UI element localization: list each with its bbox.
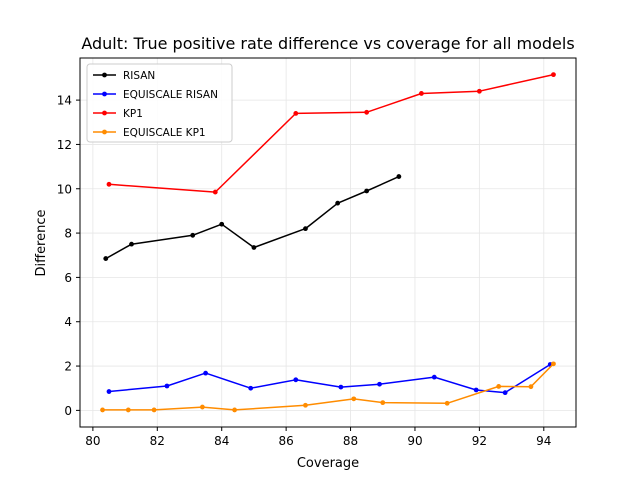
x-axis-label: Coverage (297, 456, 359, 471)
legend-marker-equiscale-kp1 (102, 129, 107, 135)
risan-point (251, 245, 257, 250)
equiscale-kp1-line (102, 363, 555, 411)
y-tick-label: 12 (57, 138, 72, 152)
kp1-point (551, 72, 556, 78)
risan-point (396, 174, 402, 179)
kp1-point (106, 181, 112, 187)
kp1-point (293, 111, 299, 116)
kp1-point (476, 88, 482, 94)
x-tick-label: 82 (150, 434, 165, 448)
equiscale-kp1-point (199, 404, 205, 410)
equiscale-kp1-point (444, 400, 450, 406)
plot-frame (79, 57, 577, 428)
risan-point (364, 188, 370, 194)
equiscale-risan-point (164, 383, 170, 389)
y-tick-label: 0 (64, 404, 72, 418)
risan-point (219, 221, 225, 227)
equiscale-risan-point (338, 384, 344, 390)
y-axis-label: Difference (34, 209, 49, 276)
risan-point (129, 241, 134, 247)
legend-label-kp1: KP1 (123, 108, 143, 120)
y-tick-label: 2 (64, 360, 72, 374)
equiscale-kp1-point (528, 384, 534, 390)
legend: RISAN EQUISCALE RISAN KP1 EQUISCALE KP1 (86, 63, 233, 143)
x-tick-label: 84 (214, 434, 229, 448)
equiscale-kp1-point (151, 407, 157, 413)
equiscale-risan-point (248, 385, 254, 391)
risan-point (335, 200, 341, 206)
equiscale-risan-point (502, 390, 508, 396)
y-tick-label: 6 (64, 271, 72, 285)
equiscale-risan-point (203, 370, 209, 376)
equiscale-kp1-point (551, 361, 556, 367)
y-tick-label: 4 (64, 315, 72, 329)
equiscale-kp1-point (380, 400, 386, 406)
chart-title: Adult: True positive rate difference vs … (81, 34, 574, 53)
y-tick-label: 14 (57, 94, 72, 108)
legend-label-risan: RISAN (123, 70, 155, 82)
x-tick-label: 94 (536, 434, 551, 448)
equiscale-risan-point (431, 374, 437, 380)
plot-series (100, 72, 556, 413)
legend-marker-kp1 (102, 110, 107, 116)
equiscale-risan-point (106, 389, 112, 394)
x-tick-label: 92 (472, 434, 487, 448)
risan-point (303, 226, 308, 232)
legend-label-equiscale-kp1: EQUISCALE KP1 (123, 127, 206, 139)
legend-marker-equiscale-risan (102, 91, 107, 97)
equiscale-kp1-point (232, 407, 237, 413)
equiscale-risan-point (293, 377, 299, 383)
equiscale-risan-point (473, 387, 479, 393)
kp1-point (212, 189, 218, 195)
x-tick-label: 88 (343, 434, 358, 448)
y-tick-label: 10 (57, 182, 72, 196)
equiscale-kp1-point (100, 407, 105, 413)
equiscale-kp1-point (496, 384, 502, 389)
x-tick-label: 90 (407, 434, 422, 448)
risan-point (103, 256, 109, 261)
legend-marker-risan (102, 72, 107, 78)
equiscale-kp1-point (351, 396, 357, 402)
y-tick-label: 8 (64, 227, 72, 241)
equiscale-kp1-point (303, 402, 308, 408)
kp1-point (364, 109, 370, 115)
kp1-point (419, 91, 424, 96)
risan-point (190, 232, 196, 238)
legend-label-equiscale-risan: EQUISCALE RISAN (123, 89, 218, 101)
x-tick-label: 80 (85, 434, 100, 448)
equiscale-risan-point (377, 381, 382, 387)
equiscale-kp1-point (125, 407, 131, 413)
x-tick-label: 86 (278, 434, 293, 448)
legend-box (86, 63, 233, 143)
axis-ticks: 80 82 84 86 88 90 92 94 0 2 4 6 8 10 12 14 (57, 94, 552, 448)
